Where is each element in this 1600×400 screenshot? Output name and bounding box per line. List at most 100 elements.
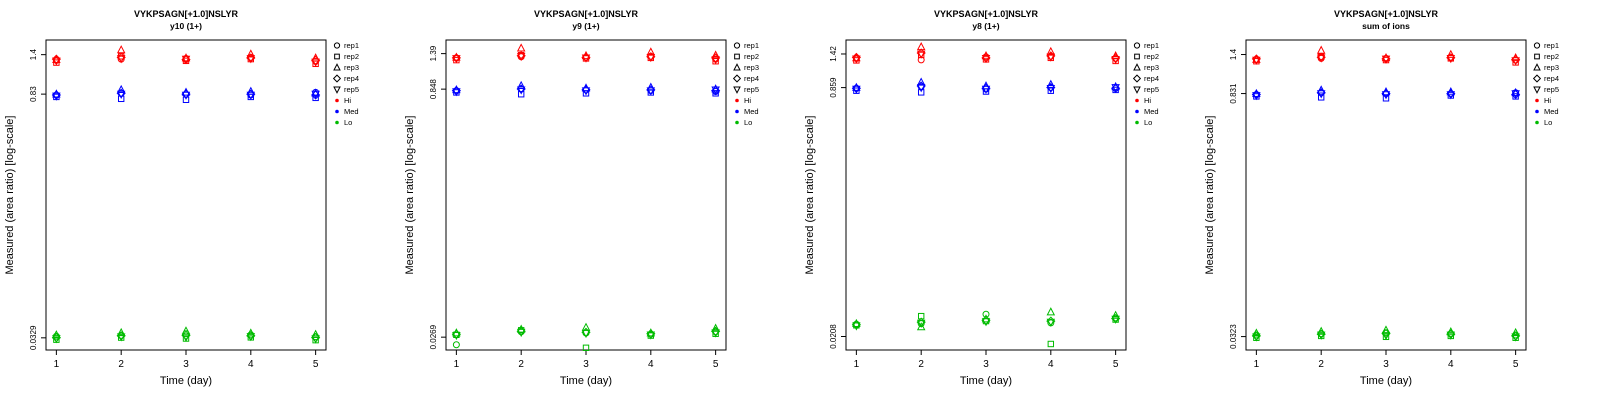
legend-circle-icon xyxy=(1533,42,1541,49)
data-point xyxy=(1316,54,1326,63)
legend-level-dot-icon xyxy=(1135,109,1139,114)
plot-box xyxy=(1245,39,1527,351)
legend-rep-label: rep4 xyxy=(744,74,759,83)
x-tick-label: 3 xyxy=(583,359,589,370)
data-point xyxy=(311,58,320,67)
x-tick-label: 1 xyxy=(54,359,60,370)
legend-level-label: Med xyxy=(1544,107,1559,116)
data-point xyxy=(1111,310,1120,319)
chart-svg: VYKPSAGN[+1.0]NSLYR y10 (1+) 1 2 3 4 5 Time (da… xyxy=(4,9,359,387)
y-tick-label: 0.859 xyxy=(829,77,838,98)
chart-title: VYKPSAGN[+1.0]NSLYR xyxy=(534,9,638,19)
x-tick-label: 2 xyxy=(118,359,124,370)
y-tick-label: 0.0269 xyxy=(429,324,438,349)
legend-rep-label: rep1 xyxy=(1144,41,1159,50)
chart-title: VYKPSAGN[+1.0]NSLYR xyxy=(134,9,238,19)
data-point xyxy=(1111,84,1120,93)
legend-level-dot-icon xyxy=(735,109,739,114)
x-tick-label: 3 xyxy=(1383,359,1389,370)
data-point xyxy=(52,89,61,98)
x-tick-label: 5 xyxy=(1113,359,1119,370)
data-point xyxy=(516,86,526,95)
legend-rep-label: rep2 xyxy=(1544,52,1559,61)
data-point xyxy=(916,84,926,93)
data-point xyxy=(1252,88,1261,98)
legend-level-label: Med xyxy=(1144,107,1159,116)
y-tick-label: 0.0208 xyxy=(829,324,838,349)
legend-level-label: Hi xyxy=(344,96,351,105)
y-tick-label: 1.42 xyxy=(829,46,838,62)
data-point xyxy=(1111,315,1120,324)
x-tick-label: 2 xyxy=(1318,359,1324,370)
x-tick-label: 4 xyxy=(1448,359,1454,370)
x-tick-label: 4 xyxy=(648,359,654,370)
legend-triangle-down-icon xyxy=(1133,86,1141,94)
y-tick-label: 0.83 xyxy=(29,86,38,102)
data-point xyxy=(52,335,61,344)
legend-triangle-down-icon xyxy=(733,86,741,94)
data-point xyxy=(517,91,525,98)
data-point xyxy=(981,85,991,94)
legend-rep-label: rep5 xyxy=(344,85,359,94)
data-point xyxy=(712,90,719,97)
data-point xyxy=(1316,45,1326,54)
y-tick-label: 1.4 xyxy=(1229,48,1238,60)
data-point xyxy=(1252,328,1261,337)
data-point xyxy=(1511,90,1520,99)
plot-box xyxy=(45,39,327,351)
x-tick-label: 5 xyxy=(313,359,319,370)
data-point xyxy=(1046,53,1056,62)
data-point xyxy=(1111,56,1120,65)
data-point xyxy=(311,53,320,62)
data-point xyxy=(581,54,591,63)
y-tick-label: 0.0329 xyxy=(29,325,38,350)
series-lo xyxy=(851,307,1121,348)
data-point xyxy=(1316,90,1326,99)
series-hi xyxy=(851,42,1121,65)
data-point xyxy=(852,85,861,94)
legend-diamond-icon xyxy=(1132,74,1142,83)
data-point xyxy=(1047,87,1055,94)
legend-rep-label: rep4 xyxy=(1144,74,1159,83)
data-point xyxy=(1382,95,1390,102)
legend-circle-icon xyxy=(333,42,341,49)
x-axis-label: Time (day) xyxy=(560,375,612,387)
chart-panel-y10-1-: VYKPSAGN[+1.0]NSLYR y10 (1+) 1 2 3 4 5 Time (da… xyxy=(0,0,400,400)
legend-level-label: Hi xyxy=(1144,96,1151,105)
chart-svg: VYKPSAGN[+1.0]NSLYR y8 (1+) 1 2 3 4 5 Time (day… xyxy=(804,9,1159,387)
series-hi xyxy=(51,45,321,68)
x-tick-label: 5 xyxy=(1513,359,1519,370)
data-point xyxy=(852,322,861,331)
data-point xyxy=(116,90,126,99)
legend-triangle-up-icon xyxy=(733,63,741,71)
data-point xyxy=(981,55,991,64)
legend-level-label: Hi xyxy=(744,96,751,105)
data-point xyxy=(1511,327,1520,337)
legend-level-dot-icon xyxy=(335,120,339,125)
x-tick-label: 3 xyxy=(183,359,189,370)
data-point xyxy=(711,323,720,332)
data-point xyxy=(181,91,191,100)
y-tick-label: 0.831 xyxy=(1229,83,1238,104)
data-point xyxy=(52,92,61,101)
y-tick-label: 1.4 xyxy=(29,49,38,61)
data-point xyxy=(311,90,320,99)
legend-square-icon xyxy=(1534,53,1540,60)
data-point xyxy=(311,335,320,344)
data-point xyxy=(1252,56,1261,65)
chart-title: VYKPSAGN[+1.0]NSLYR xyxy=(934,9,1038,19)
y-tick-label: 0.848 xyxy=(429,79,438,100)
x-tick-label: 1 xyxy=(854,359,860,370)
legend-circle-icon xyxy=(1133,42,1141,49)
legend-diamond-icon xyxy=(1532,74,1542,83)
data-point xyxy=(1511,333,1520,342)
data-point xyxy=(1046,307,1056,316)
legend-level-label: Lo xyxy=(744,118,752,127)
data-point xyxy=(181,333,191,342)
x-tick-label: 3 xyxy=(983,359,989,370)
legend-level-label: Med xyxy=(744,107,759,116)
legend-rep-label: rep5 xyxy=(744,85,759,94)
data-point xyxy=(452,331,461,341)
legend-square-icon xyxy=(1134,53,1140,60)
